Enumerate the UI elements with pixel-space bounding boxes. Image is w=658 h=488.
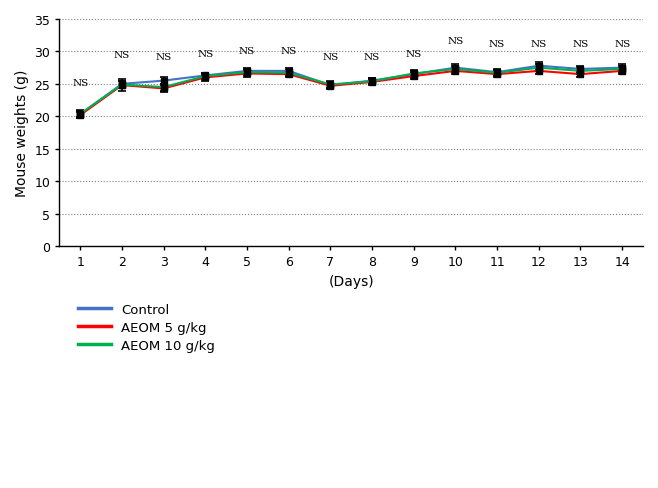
Text: NS: NS [155,53,172,62]
Text: NS: NS [405,50,422,59]
Text: NS: NS [364,53,380,62]
Text: NS: NS [72,79,88,88]
Text: NS: NS [447,37,463,46]
Text: NS: NS [280,46,297,56]
Legend: Control, AEOM 5 g/kg, AEOM 10 g/kg: Control, AEOM 5 g/kg, AEOM 10 g/kg [78,303,215,352]
Text: NS: NS [614,40,630,49]
Y-axis label: Mouse weights (g): Mouse weights (g) [15,70,29,197]
Text: NS: NS [114,51,130,60]
Text: NS: NS [322,53,338,62]
Text: NS: NS [530,40,547,49]
Text: NS: NS [489,40,505,49]
Text: NS: NS [572,40,589,49]
Text: NS: NS [239,46,255,56]
Text: NS: NS [197,50,213,59]
X-axis label: (Days): (Days) [328,274,374,288]
